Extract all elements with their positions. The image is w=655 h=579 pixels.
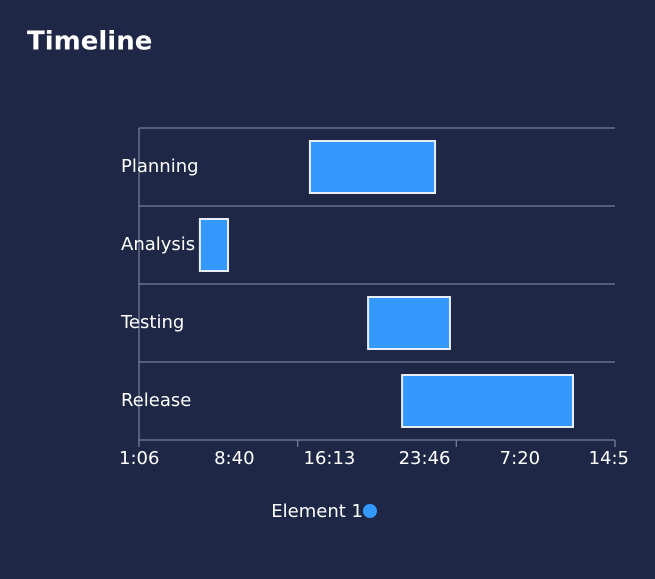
task-bar xyxy=(198,218,230,272)
category-label: Planning xyxy=(121,156,199,177)
chart-title: Timeline xyxy=(27,27,152,57)
task-bar xyxy=(367,296,451,350)
x-tick-label: 1:06 xyxy=(119,448,159,469)
x-tick-label: 7:20 xyxy=(500,448,540,469)
legend-label: Element 1 xyxy=(271,501,363,522)
x-tick-label: 23:46 xyxy=(399,448,451,469)
task-bar xyxy=(308,140,437,194)
x-tick-label: 14:5 xyxy=(589,448,629,469)
x-tick-label: 16:13 xyxy=(304,448,356,469)
x-tick-label: 8:40 xyxy=(214,448,254,469)
category-label: Release xyxy=(121,390,191,411)
category-label: Analysis xyxy=(121,234,195,255)
legend-marker xyxy=(363,504,377,518)
task-bar xyxy=(401,374,575,428)
category-label: Testing xyxy=(120,312,184,333)
